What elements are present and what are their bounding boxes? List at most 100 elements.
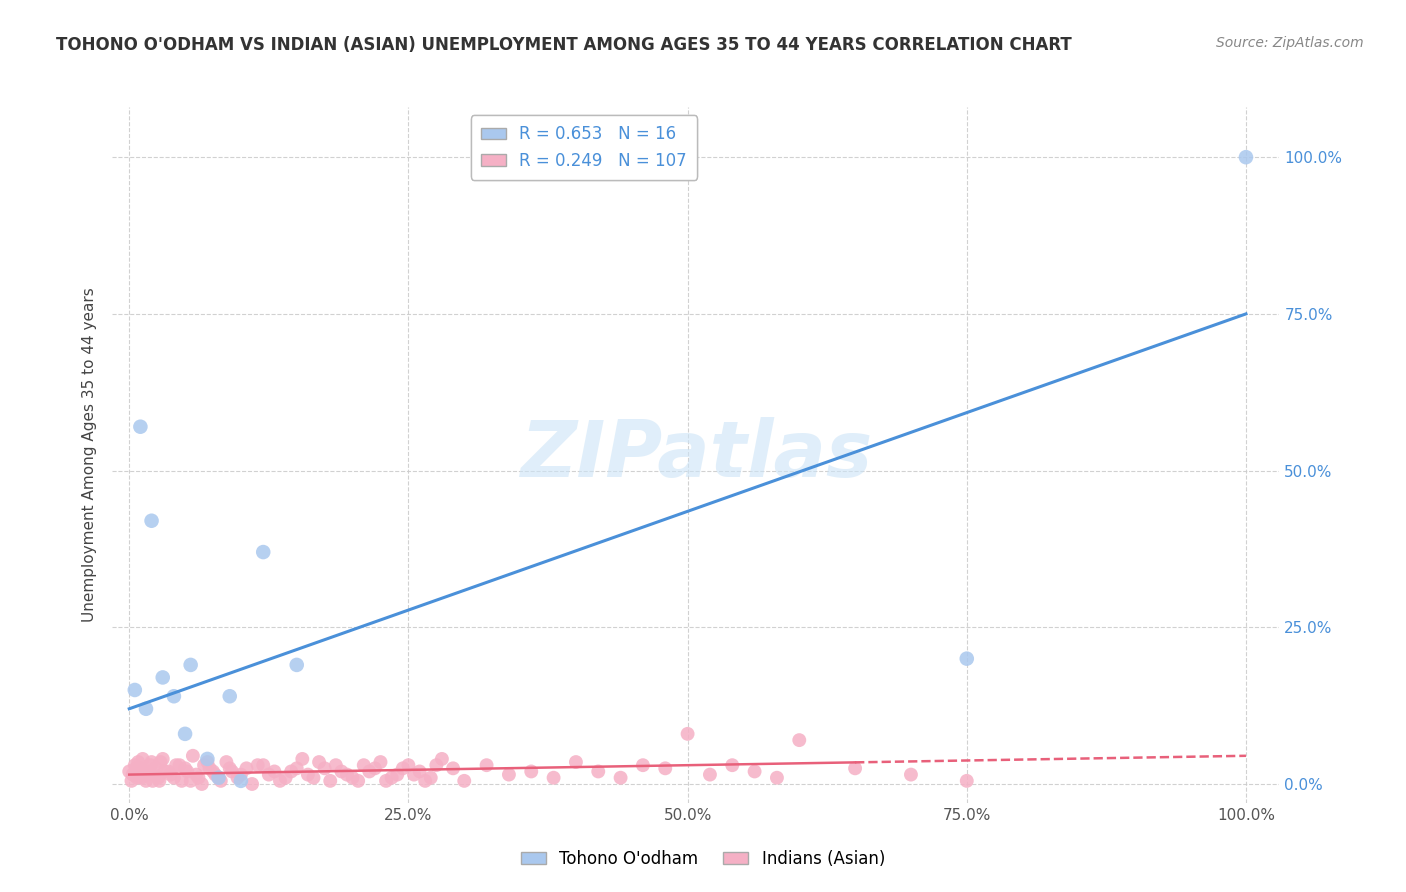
Point: [181, 748, 204, 763]
Point: [402, 767, 425, 781]
Point: [654, 761, 676, 775]
Point: [375, 773, 398, 788]
Point: [744, 764, 766, 779]
Point: [325, 758, 347, 772]
Point: [180, 773, 202, 788]
Point: [180, 657, 202, 672]
Point: [565, 755, 588, 769]
Point: [138, 764, 160, 779]
Point: [441, 761, 464, 775]
Point: [308, 755, 330, 769]
Point: [387, 767, 409, 781]
Point: [141, 514, 163, 528]
Point: [209, 773, 232, 788]
Point: [143, 767, 166, 781]
Point: [475, 758, 498, 772]
Point: [169, 758, 191, 772]
Point: [163, 771, 186, 785]
Point: [215, 755, 238, 769]
Point: [124, 758, 146, 772]
Point: [285, 657, 308, 672]
Point: [141, 755, 163, 769]
Point: [252, 545, 274, 559]
Point: [198, 761, 221, 775]
Point: [197, 752, 219, 766]
Point: [152, 670, 174, 684]
Point: [165, 758, 187, 772]
Point: [520, 764, 543, 779]
Point: [413, 773, 436, 788]
Point: [285, 761, 308, 775]
Point: [191, 777, 214, 791]
Point: [218, 690, 240, 704]
Point: [186, 767, 208, 781]
Point: [257, 767, 280, 781]
Point: [543, 771, 565, 785]
Point: [274, 771, 297, 785]
Point: [124, 683, 146, 698]
Point: [152, 752, 174, 766]
Point: [174, 727, 197, 741]
Point: [149, 755, 172, 769]
Point: [135, 773, 157, 788]
Point: [396, 758, 419, 772]
Point: [314, 761, 336, 775]
Point: [263, 764, 285, 779]
Point: [121, 767, 143, 781]
Legend: R = 0.653   N = 16, R = 0.249   N = 107: R = 0.653 N = 16, R = 0.249 N = 107: [471, 115, 697, 179]
Point: [148, 771, 170, 785]
Point: [127, 755, 149, 769]
Point: [588, 764, 610, 779]
Point: [392, 761, 415, 775]
Point: [142, 773, 165, 788]
Point: [364, 761, 387, 775]
Point: [269, 773, 291, 788]
Point: [297, 767, 319, 781]
Point: [193, 758, 215, 772]
Point: [153, 764, 176, 779]
Point: [370, 755, 392, 769]
Point: [844, 761, 866, 775]
Point: [187, 771, 209, 785]
Point: [145, 761, 167, 775]
Point: [148, 773, 170, 788]
Point: [229, 773, 252, 788]
Point: [131, 771, 153, 785]
Point: [132, 764, 155, 779]
Point: [136, 767, 159, 781]
Point: [787, 733, 810, 747]
Point: [900, 767, 922, 781]
Point: [425, 758, 447, 772]
Point: [721, 758, 744, 772]
Point: [201, 764, 224, 779]
Point: [246, 758, 269, 772]
Point: [609, 771, 631, 785]
Point: [170, 773, 193, 788]
Point: [218, 761, 240, 775]
Point: [699, 767, 721, 781]
Legend: Tohono O'odham, Indians (Asian): Tohono O'odham, Indians (Asian): [515, 844, 891, 875]
Point: [221, 764, 243, 779]
Point: [125, 761, 148, 775]
Point: [207, 771, 229, 785]
Point: [419, 771, 441, 785]
Point: [226, 771, 249, 785]
Point: [359, 764, 381, 779]
Point: [1234, 150, 1257, 164]
Point: [408, 764, 430, 779]
Point: [319, 773, 342, 788]
Point: [135, 702, 157, 716]
Point: [176, 764, 198, 779]
Point: [157, 764, 180, 779]
Point: [229, 767, 252, 781]
Point: [302, 771, 325, 785]
Point: [336, 767, 359, 781]
Point: [121, 773, 143, 788]
Point: [129, 419, 152, 434]
Point: [122, 767, 145, 781]
Point: [197, 755, 219, 769]
Point: [453, 773, 475, 788]
Point: [125, 771, 148, 785]
Point: [159, 767, 181, 781]
Point: [139, 758, 162, 772]
